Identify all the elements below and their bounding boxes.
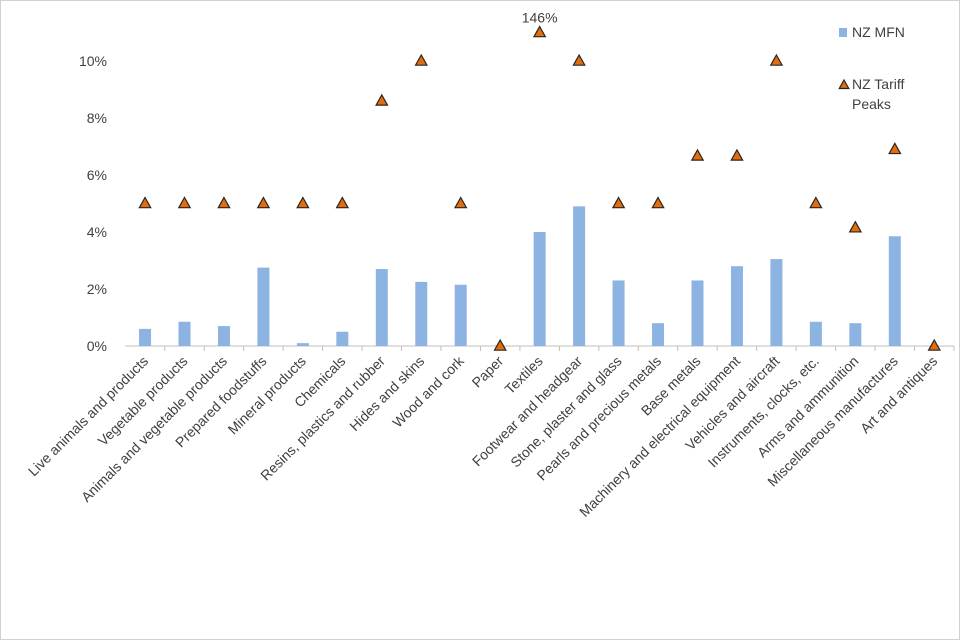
y-tick-label: 2% xyxy=(87,281,107,297)
peak-marker xyxy=(651,196,665,209)
x-tick-label: Paper xyxy=(469,353,507,391)
legend-swatch xyxy=(838,78,850,90)
peak-marker xyxy=(375,93,389,106)
bar xyxy=(730,266,743,346)
data-label: 146% xyxy=(522,10,558,26)
legend-symbol xyxy=(839,28,847,37)
peak-marker xyxy=(888,142,902,155)
peak-marker xyxy=(532,25,547,38)
bar xyxy=(849,323,862,346)
peak-marker xyxy=(414,53,428,66)
peak-marker xyxy=(177,196,192,209)
peak-marker xyxy=(769,53,784,66)
bar xyxy=(533,232,546,346)
bar xyxy=(415,281,428,346)
bar xyxy=(454,284,467,346)
y-tick-label: 8% xyxy=(87,110,107,126)
y-tick-label: 0% xyxy=(87,338,107,354)
bar xyxy=(296,343,309,346)
legend-swatch xyxy=(839,28,847,37)
bar xyxy=(217,326,230,346)
bar xyxy=(178,321,191,346)
peak-marker xyxy=(335,196,350,209)
peak-marker xyxy=(611,196,626,209)
y-tick-label: 4% xyxy=(87,224,107,240)
bar xyxy=(652,323,665,346)
peak-marker xyxy=(296,196,310,209)
legend-label: NZ Tariff Peaks xyxy=(852,76,905,112)
peak-marker xyxy=(730,148,744,161)
x-tick-label: Wood and cork xyxy=(389,352,467,430)
peak-marker xyxy=(138,196,152,209)
bar xyxy=(257,267,270,346)
bar xyxy=(888,236,901,346)
x-tick-label: Animals and vegetable products xyxy=(78,353,230,505)
bar xyxy=(375,269,388,346)
legend-label: NZ MFN xyxy=(852,24,905,40)
peak-marker xyxy=(690,148,705,161)
legend-symbol xyxy=(838,78,850,90)
peak-marker xyxy=(217,196,231,209)
peak-marker xyxy=(809,196,823,209)
bar xyxy=(612,280,625,346)
peak-marker xyxy=(848,220,863,233)
peak-marker xyxy=(256,196,271,209)
y-tick-label: 10% xyxy=(79,53,107,69)
peak-marker xyxy=(572,53,586,66)
peak-marker xyxy=(493,338,507,351)
bar xyxy=(809,321,822,346)
bar xyxy=(139,328,152,346)
bar xyxy=(573,206,586,346)
bar xyxy=(770,259,783,346)
peak-marker xyxy=(454,196,468,209)
y-tick-label: 6% xyxy=(87,167,107,183)
bar xyxy=(691,280,704,346)
bar xyxy=(336,331,349,346)
peak-marker xyxy=(927,338,941,351)
